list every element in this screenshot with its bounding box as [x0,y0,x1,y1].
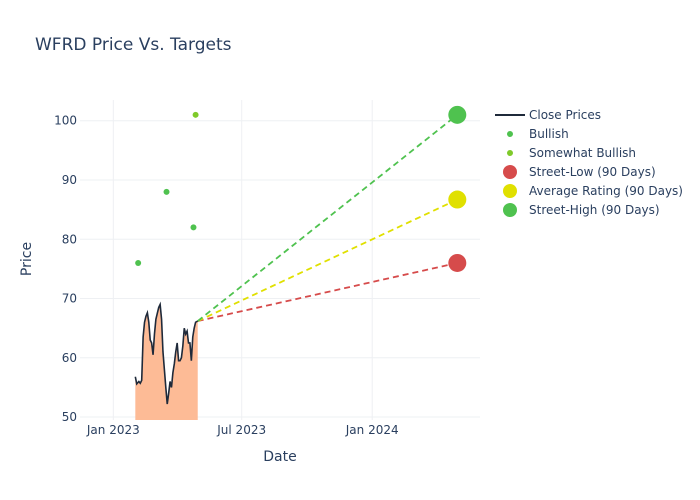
markers [135,105,467,272]
rating-point [135,259,142,266]
target-line [197,198,458,322]
rating-point [192,111,199,118]
legend-swatch [507,131,513,137]
close-price-line [134,301,199,405]
price-area [135,304,198,420]
target-point [448,190,467,209]
target-line [197,262,458,322]
legend-label: Street-Low (90 Days) [529,165,656,179]
price-line-group [134,301,199,405]
legend: Close Prices Bullish Somewhat Bullish Stree… [495,108,683,217]
y-tick-label: 60 [62,351,77,365]
legend-swatch [503,203,517,217]
legend-label: Average Rating (90 Days) [529,184,683,198]
y-tick-label: 100 [54,114,77,128]
target-point [448,105,467,124]
legend-swatch [503,184,517,198]
legend-label: Bullish [529,127,569,141]
grid [80,100,480,420]
target-line [197,114,458,322]
x-tick-label: Jan 2023 [86,423,140,437]
x-tick-label: Jul 2023 [216,423,266,437]
legend-swatch [507,150,513,156]
x-axis-title: Date [263,449,296,465]
legend-label: Street-High (90 Days) [529,203,660,217]
y-axis-ticks: 50 60 70 80 90 100 [54,114,77,424]
y-tick-label: 80 [62,232,77,246]
x-tick-label: Jan 2024 [345,423,399,437]
y-tick-label: 90 [62,173,77,187]
rating-point [163,188,170,195]
legend-label: Close Prices [529,108,601,122]
legend-swatch [503,165,517,179]
y-axis-title: Price [19,242,35,276]
rating-point [190,224,197,231]
legend-label: Somewhat Bullish [529,146,636,160]
target-lines [197,114,458,322]
x-axis-ticks: Jan 2023 Jul 2023 Jan 2024 [86,423,399,437]
chart-title: WFRD Price Vs. Targets [35,35,232,55]
y-tick-label: 70 [62,292,77,306]
target-point [448,253,467,272]
price-area-fill [135,304,198,420]
y-tick-label: 50 [62,410,77,424]
